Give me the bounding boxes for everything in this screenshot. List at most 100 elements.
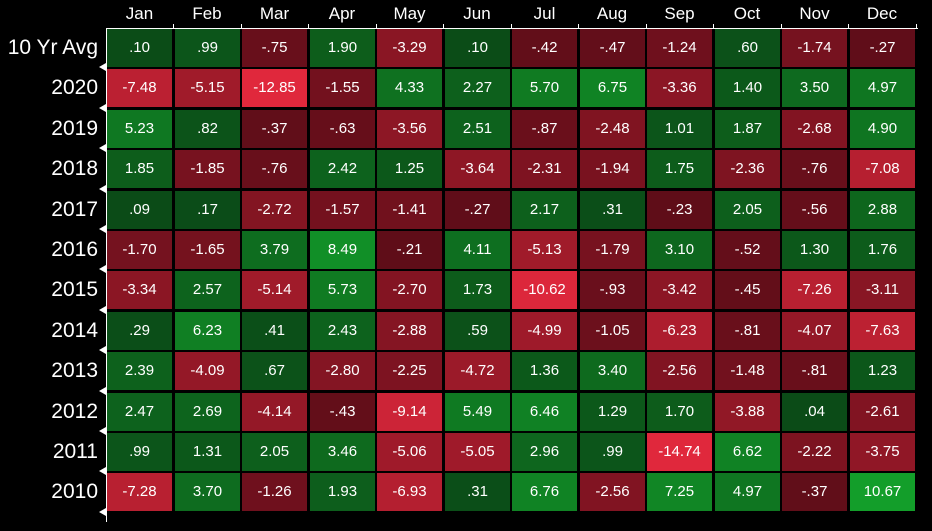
row-label: 2011: [52, 440, 98, 463]
heatmap-cell: -.42: [512, 29, 577, 67]
heatmap-cell: -1.74: [782, 29, 847, 67]
heatmap-cell: 2.57: [175, 271, 240, 309]
heatmap-cell: -2.36: [715, 150, 780, 188]
heatmap-cell: -3.11: [850, 271, 915, 309]
heatmap-cell: -4.09: [175, 352, 240, 390]
heatmap-cell: .29: [107, 312, 172, 350]
column-label-sep: Sep: [664, 4, 695, 23]
heatmap-cell: -10.62: [512, 271, 577, 309]
left-axis-line: [106, 28, 107, 522]
heatmap-cell: -7.08: [850, 150, 915, 188]
row-label: 2017: [51, 197, 98, 221]
heatmap-cell: 2.17: [512, 191, 577, 229]
heatmap-cell: 1.01: [647, 110, 712, 148]
heatmap-cell: 6.46: [512, 393, 577, 431]
row-tick: [99, 508, 106, 516]
heatmap-cell: -3.34: [107, 271, 172, 309]
heatmap-cell: 6.76: [512, 473, 577, 511]
heatmap-cell: 5.49: [445, 393, 510, 431]
heatmap-cell: 4.97: [850, 69, 915, 107]
heatmap-cell: -2.72: [242, 191, 307, 229]
heatmap-cell: -7.63: [850, 312, 915, 350]
heatmap-cell: -1.85: [175, 150, 240, 188]
heatmap-cell: 1.76: [850, 231, 915, 269]
heatmap-cell: -.47: [580, 29, 645, 67]
heatmap-cell: 2.69: [175, 393, 240, 431]
heatmap-cell: -9.14: [377, 393, 442, 431]
heatmap-cell: 2.51: [445, 110, 510, 148]
row-label: 2010: [51, 480, 98, 504]
row-label: 2016: [51, 238, 98, 261]
row-label: 2015: [51, 278, 98, 302]
heatmap-cell: .99: [175, 29, 240, 67]
heatmap-cell: 2.43: [310, 312, 375, 350]
heatmap-cell: -5.05: [445, 433, 510, 471]
heatmap-cell: .82: [175, 110, 240, 148]
heatmap-cell: -.81: [782, 352, 847, 390]
heatmap-cell: -2.31: [512, 150, 577, 188]
heatmap-cell: .04: [782, 393, 847, 431]
heatmap-cell: -6.23: [647, 312, 712, 350]
heatmap-cell: 1.85: [107, 150, 172, 188]
heatmap-cell: -3.75: [850, 433, 915, 471]
heatmap-cell: 1.73: [445, 271, 510, 309]
heatmap-cell: 5.70: [512, 69, 577, 107]
row-tick: [99, 225, 106, 233]
row-label: 2014: [51, 318, 98, 342]
column-label-nov: Nov: [799, 4, 830, 23]
heatmap-cell: 4.97: [715, 473, 780, 511]
heatmap-cell: 2.88: [850, 191, 915, 229]
heatmap-cell: -1.94: [580, 150, 645, 188]
heatmap-cell: -4.99: [512, 312, 577, 350]
heatmap-cell: .99: [580, 433, 645, 471]
heatmap-cell: 7.25: [647, 473, 712, 511]
column-tick: [848, 24, 849, 29]
heatmap-cell: 1.93: [310, 473, 375, 511]
row-tick: [99, 185, 106, 193]
heatmap-cell: -.81: [715, 312, 780, 350]
heatmap-cell: -.23: [647, 191, 712, 229]
heatmap-cell: -2.22: [782, 433, 847, 471]
column-tick: [173, 24, 174, 29]
heatmap-cell: .99: [107, 433, 172, 471]
heatmap-cell: -.27: [850, 29, 915, 67]
heatmap-cell: 4.90: [850, 110, 915, 148]
heatmap-cell: -2.25: [377, 352, 442, 390]
column-tick: [376, 24, 377, 29]
heatmap-cell: 3.10: [647, 231, 712, 269]
heatmap-cell: -.75: [242, 29, 307, 67]
heatmap-cell: .31: [580, 191, 645, 229]
heatmap-cell: -.45: [715, 271, 780, 309]
column-tick: [443, 24, 444, 29]
column-tick: [713, 24, 714, 29]
row-tick: [99, 265, 106, 273]
column-tick: [916, 24, 917, 29]
heatmap-cell: -1.55: [310, 69, 375, 107]
heatmap-cell: -2.61: [850, 393, 915, 431]
heatmap-cell: -3.36: [647, 69, 712, 107]
heatmap-cell: -.93: [580, 271, 645, 309]
column-tick: [241, 24, 242, 29]
heatmap-cell: -.37: [782, 473, 847, 511]
heatmap-cell: -1.48: [715, 352, 780, 390]
heatmap-cell: 8.49: [310, 231, 375, 269]
row-tick: [99, 144, 106, 152]
heatmap-cell: 1.90: [310, 29, 375, 67]
heatmap-cell: -14.74: [647, 433, 712, 471]
heatmap-cell: 4.11: [445, 231, 510, 269]
heatmap-cell: -1.26: [242, 473, 307, 511]
heatmap-cell: .31: [445, 473, 510, 511]
heatmap-cell: -.37: [242, 110, 307, 148]
top-axis-line: [106, 28, 918, 29]
heatmap-cell: 1.31: [175, 433, 240, 471]
heatmap-cell: -2.68: [782, 110, 847, 148]
heatmap-cell: -1.24: [647, 29, 712, 67]
heatmap-cell: -2.56: [647, 352, 712, 390]
heatmap-cell: 2.27: [445, 69, 510, 107]
heatmap-cell: 4.33: [377, 69, 442, 107]
heatmap-cell: 10.67: [850, 473, 915, 511]
heatmap-cell: 1.36: [512, 352, 577, 390]
column-label-jul: Jul: [533, 4, 556, 23]
heatmap-cell: -2.88: [377, 312, 442, 350]
column-label-jun: Jun: [463, 4, 491, 23]
